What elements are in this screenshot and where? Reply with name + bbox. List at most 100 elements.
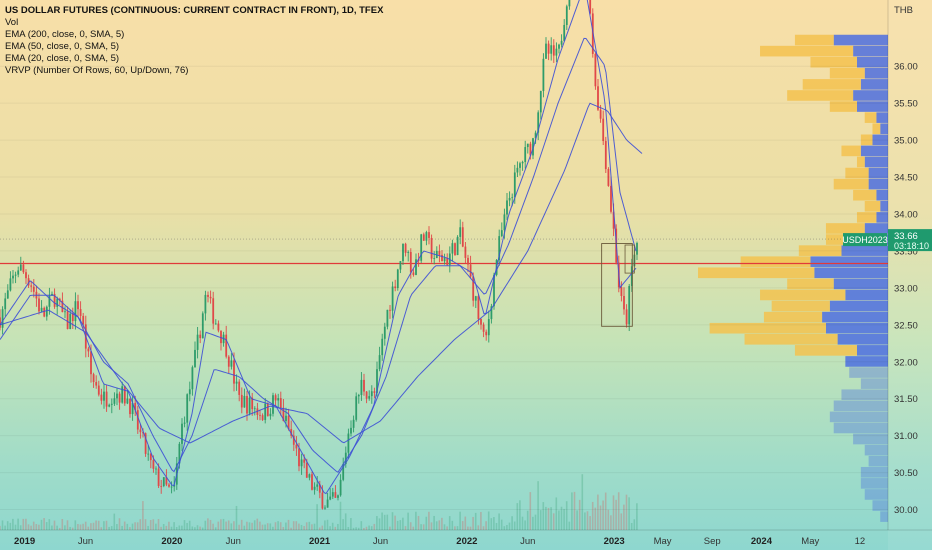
candle-body — [266, 403, 269, 417]
candle-body — [337, 495, 339, 498]
volume-bar — [519, 500, 521, 530]
volume-bar — [30, 525, 32, 530]
candle-body — [170, 486, 173, 488]
candle-body — [17, 270, 20, 275]
volume-bar — [149, 519, 152, 530]
indicator-ema-200[interactable]: EMA (200, close, 0, SMA, 5) — [5, 29, 125, 40]
volume-bar — [87, 526, 90, 530]
candle-body — [90, 351, 92, 375]
volume-bar — [238, 524, 240, 530]
candle-body — [604, 141, 607, 170]
volume-bar — [181, 525, 183, 530]
volume-bar — [35, 524, 38, 530]
candle-body — [69, 313, 72, 329]
candle-body — [526, 143, 529, 148]
volume-bar — [248, 522, 251, 530]
candle-body — [485, 331, 488, 336]
vrvp-up-bar — [864, 444, 888, 456]
volume-bar — [194, 527, 196, 530]
volume-bar — [511, 516, 513, 530]
volume-bar — [573, 491, 576, 530]
indicator-vol[interactable]: Vol — [5, 17, 19, 28]
volume-bar — [370, 526, 373, 530]
candle-body — [279, 398, 282, 408]
volume-bar — [53, 520, 56, 530]
vrvp-down-bar — [744, 333, 838, 345]
y-tick-label: 34.00 — [894, 209, 918, 220]
candle-body — [415, 259, 417, 275]
volume-bar — [100, 527, 103, 530]
candle-body — [498, 236, 501, 261]
vrvp-up-bar — [864, 223, 888, 234]
volume-bar — [191, 526, 194, 530]
vrvp-down-bar — [810, 56, 857, 68]
candle-body — [542, 58, 545, 92]
candle-body — [383, 326, 386, 339]
candle-body — [261, 415, 264, 420]
volume-bar — [342, 519, 344, 530]
volume-bar — [420, 524, 422, 530]
candle-body — [500, 230, 503, 237]
vrvp-down-bar — [856, 212, 877, 223]
vrvp-up-bar — [814, 267, 888, 279]
volume-bar — [227, 520, 230, 530]
volume-bar — [350, 518, 352, 530]
volume-bar — [534, 514, 537, 530]
indicator-ema-50[interactable]: EMA (50, close, 0, SMA, 5) — [5, 41, 120, 52]
vrvp-down-bar — [860, 134, 873, 146]
candle-body — [282, 407, 285, 422]
volume-bar — [17, 518, 19, 530]
candle-body — [412, 272, 415, 275]
volume-bar — [628, 497, 630, 530]
vrvp-up-bar — [825, 322, 888, 334]
candle-body — [194, 349, 196, 368]
volume-layer — [0, 474, 638, 530]
symbol-title[interactable]: US DOLLAR FUTURES (CONTINUOUS: CURRENT C… — [5, 5, 384, 16]
candle-body — [58, 298, 61, 301]
volume-bar — [282, 526, 285, 530]
candle-body — [539, 91, 542, 113]
candle-body — [376, 369, 378, 393]
volume-bar — [233, 521, 235, 530]
volume-bar — [56, 525, 58, 530]
candle-body — [487, 319, 490, 336]
candle-body — [77, 301, 79, 310]
volume-bar — [480, 511, 482, 530]
volume-bar — [256, 518, 259, 530]
candle-body — [178, 443, 181, 464]
vrvp-up-bar — [856, 56, 888, 68]
volume-bar — [467, 526, 469, 530]
candle-body — [131, 402, 134, 415]
volume-bar — [391, 512, 394, 530]
volume-bar — [347, 526, 350, 530]
volume-bar — [321, 525, 324, 530]
candle-body — [285, 415, 287, 422]
candle-body — [529, 143, 532, 156]
candle-body — [560, 40, 563, 45]
volume-bar — [495, 522, 498, 530]
y-tick-label: 30.50 — [894, 468, 918, 479]
candle-body — [329, 496, 332, 500]
candle-body — [25, 272, 27, 279]
vrvp-up-bar — [868, 178, 888, 190]
indicator-ema-20[interactable]: EMA (20, close, 0, SMA, 5) — [5, 53, 120, 64]
volume-bar — [14, 524, 17, 530]
candle-body — [149, 453, 152, 461]
candle-body — [508, 197, 511, 201]
y-tick-label: 35.00 — [894, 136, 918, 147]
volume-bar — [261, 524, 264, 530]
volume-bar — [0, 525, 1, 530]
volume-bar — [404, 526, 407, 530]
volume-bar — [599, 505, 602, 530]
indicator-vrvp[interactable]: VRVP (Number Of Rows, 60, Up/Down, 76) — [5, 65, 189, 76]
volume-bar — [48, 519, 51, 530]
volume-bar — [498, 513, 500, 530]
volume-bar — [386, 514, 389, 530]
vrvp-down-bar — [833, 178, 869, 190]
volume-bar — [134, 522, 136, 530]
vrvp-down-bar — [763, 311, 823, 323]
candle-body — [532, 138, 534, 156]
volume-bar — [155, 523, 157, 530]
